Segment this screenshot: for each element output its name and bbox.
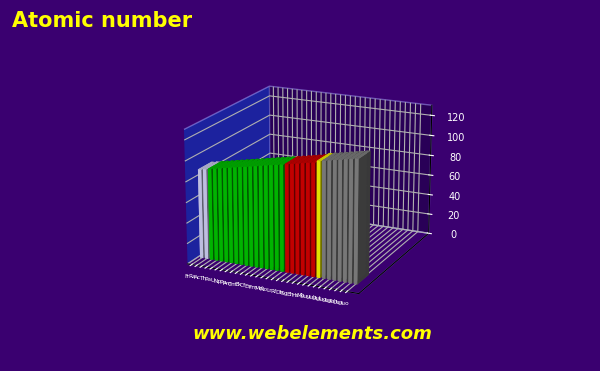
Text: Atomic number: Atomic number — [12, 11, 192, 31]
Text: www.webelements.com: www.webelements.com — [192, 325, 432, 343]
